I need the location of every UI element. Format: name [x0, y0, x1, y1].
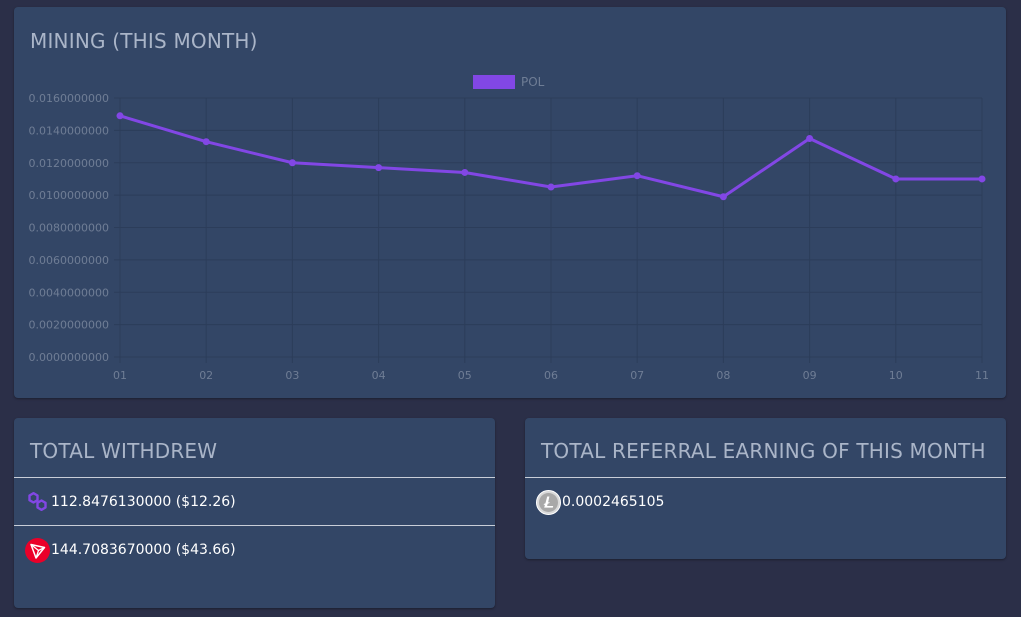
x-tick-label: 03 [285, 369, 299, 382]
withdrew-polygon-amount: 112.8476130000 [51, 493, 172, 510]
referral-row-litecoin: 0.0002465105 [525, 478, 1006, 526]
x-tick-label: 01 [113, 369, 127, 382]
x-tick-label: 04 [372, 369, 386, 382]
data-point [633, 172, 641, 180]
mining-card: MINING (THIS MONTH) POL 0.0160000000 0.01… [14, 7, 1006, 398]
legend-swatch [473, 75, 515, 89]
data-point [461, 168, 469, 176]
litecoin-icon [536, 489, 561, 515]
data-point [892, 175, 900, 183]
withdrew-tron-usd: ($43.66) [175, 542, 236, 558]
withdrew-polygon-usd: ($12.26) [175, 493, 236, 510]
data-point [375, 164, 383, 172]
data-point [116, 112, 124, 120]
withdrew-row-tron: 144.7083670000 ($43.66) [14, 526, 495, 574]
total-referral-title: TOTAL REFERRAL EARNING OF THIS MONTH [541, 439, 986, 463]
mining-title: MINING (THIS MONTH) [30, 29, 258, 53]
x-tick-label: 08 [716, 369, 730, 382]
withdrew-polygon-value: 112.8476130000 ($12.26) [51, 494, 236, 510]
data-point [806, 134, 814, 142]
y-tick-label: 0.0000000000 [29, 351, 109, 364]
withdrew-tron-amount: 144.7083670000 [51, 542, 172, 558]
y-tick-label: 0.0120000000 [29, 157, 109, 170]
x-axis-ticks: 01 02 03 04 05 06 07 08 09 10 11 [113, 369, 989, 382]
legend-label: POL [521, 75, 545, 89]
y-tick-label: 0.0100000000 [29, 189, 109, 202]
referral-litecoin-amount: 0.0002465105 [562, 494, 665, 510]
chart-series [116, 112, 986, 201]
data-point [202, 138, 210, 146]
total-withdrew-title: TOTAL WITHDREW [30, 439, 218, 463]
x-tick-label: 07 [630, 369, 644, 382]
chart-grid [114, 97, 983, 363]
total-withdrew-card: TOTAL WITHDREW 112.8476130000 ($12.26) [14, 418, 495, 608]
x-tick-label: 11 [975, 369, 989, 382]
y-tick-label: 0.0140000000 [29, 124, 109, 137]
tron-icon [25, 537, 50, 563]
x-tick-label: 10 [889, 369, 903, 382]
x-tick-label: 02 [199, 369, 213, 382]
mining-chart: POL 0.0160000000 0.0140000000 0.0120000000… [29, 75, 989, 382]
data-point [978, 175, 986, 183]
total-referral-header: TOTAL REFERRAL EARNING OF THIS MONTH [525, 418, 1006, 478]
data-point [547, 183, 555, 191]
withdrew-row-polygon: 112.8476130000 ($12.26) [14, 478, 495, 526]
withdrew-tron-value: 144.7083670000 ($43.66) [51, 542, 236, 558]
polygon-icon [25, 489, 50, 514]
y-tick-label: 0.0060000000 [29, 254, 109, 267]
y-tick-label: 0.0040000000 [29, 286, 109, 299]
data-point [288, 159, 296, 167]
x-tick-label: 09 [803, 369, 817, 382]
chart-legend[interactable]: POL [473, 75, 545, 89]
y-tick-label: 0.0020000000 [29, 319, 109, 332]
x-tick-label: 06 [544, 369, 558, 382]
y-tick-label: 0.0160000000 [29, 92, 109, 105]
y-axis-ticks: 0.0160000000 0.0140000000 0.0120000000 0.01… [29, 92, 109, 364]
data-point [719, 193, 727, 201]
total-referral-card: TOTAL REFERRAL EARNING OF THIS MONTH 0.0… [525, 418, 1006, 559]
x-tick-label: 05 [458, 369, 472, 382]
y-tick-label: 0.0080000000 [29, 222, 109, 235]
total-withdrew-header: TOTAL WITHDREW [14, 418, 495, 478]
